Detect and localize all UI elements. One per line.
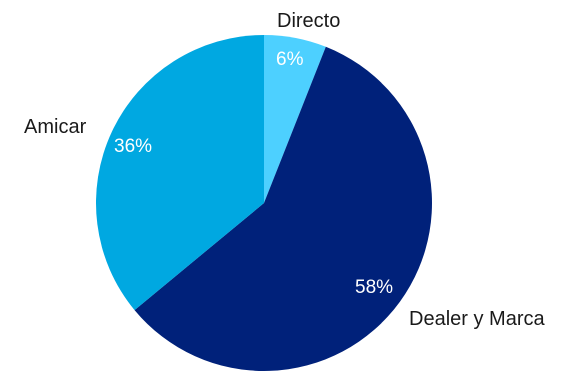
category-label-dealer-y-marca: Dealer y Marca — [409, 308, 545, 330]
pie-slice-amicar — [95, 35, 264, 311]
category-label-directo: Directo — [277, 10, 340, 32]
pie-slice-dealer-y-marca — [134, 46, 432, 372]
category-label-amicar: Amicar — [24, 116, 87, 138]
data-label-amicar: 36% — [114, 136, 152, 157]
slices-layer — [95, 35, 432, 372]
data-label-directo: 6% — [276, 49, 304, 70]
pie-slice-directo — [264, 35, 326, 203]
data-label-dealer-y-marca: 58% — [355, 277, 393, 298]
